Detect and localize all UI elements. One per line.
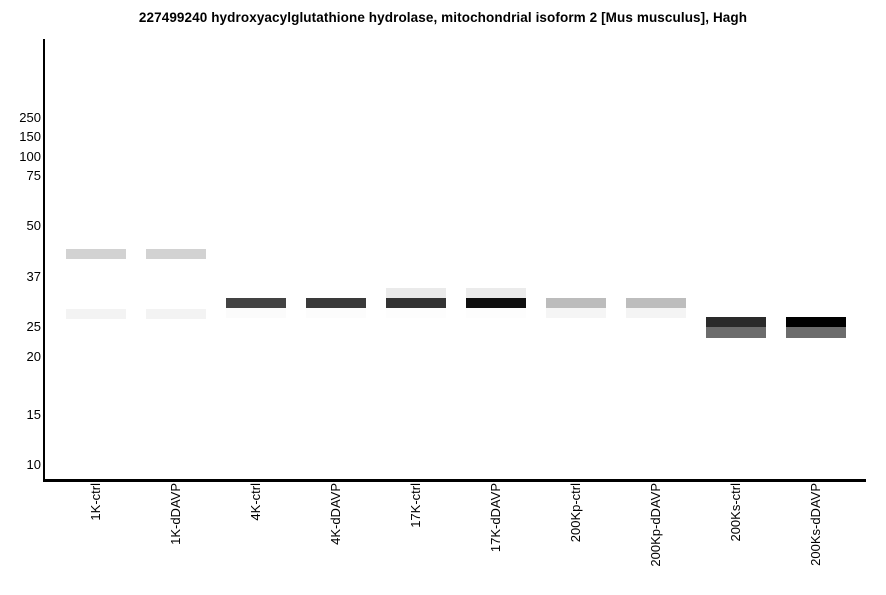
lane-label: 200Ks-ctrl xyxy=(728,483,743,542)
gel-band xyxy=(466,298,526,308)
gel-band xyxy=(466,288,526,298)
lane-label: 200Ks-dDAVP xyxy=(808,483,823,566)
lane-label: 4K-dDAVP xyxy=(328,483,343,545)
y-axis-tick-label: 75 xyxy=(26,168,41,183)
gel-band xyxy=(626,308,686,318)
y-axis-tick-label: 15 xyxy=(26,407,41,422)
y-axis-tick-label: 20 xyxy=(26,349,41,364)
gel-band xyxy=(706,327,766,338)
gel-band xyxy=(386,288,446,298)
gel-band xyxy=(386,308,446,318)
gel-band xyxy=(786,327,846,338)
figure-title: 227499240 hydroxyacylglutathione hydrola… xyxy=(138,10,748,25)
y-axis-tick-label: 250 xyxy=(19,110,41,125)
gel-band xyxy=(626,298,686,308)
gel-band xyxy=(706,317,766,327)
lane-label: 1K-ctrl xyxy=(88,483,103,521)
y-axis-line xyxy=(43,39,45,481)
gel-band xyxy=(226,308,286,318)
y-axis-tick-label: 25 xyxy=(26,319,41,334)
y-axis-tick-label: 150 xyxy=(19,129,41,144)
lane-label: 200Kp-ctrl xyxy=(568,483,583,543)
lane-label: 200Kp-dDAVP xyxy=(648,483,663,567)
gel-band xyxy=(466,308,526,318)
y-axis-tick-label: 10 xyxy=(26,457,41,472)
gel-band xyxy=(306,298,366,308)
gel-band xyxy=(546,308,606,318)
y-axis-tick-label: 50 xyxy=(26,218,41,233)
lane-label: 4K-ctrl xyxy=(248,483,263,521)
gel-band xyxy=(546,298,606,308)
gel-band xyxy=(146,249,206,259)
lane-label: 17K-ctrl xyxy=(408,483,423,528)
gel-band xyxy=(306,308,366,318)
gel-band xyxy=(386,298,446,308)
gel-band xyxy=(226,298,286,308)
lane-label: 17K-dDAVP xyxy=(488,483,503,553)
gel-band xyxy=(146,309,206,319)
gel-band xyxy=(66,249,126,259)
y-axis-tick-label: 100 xyxy=(19,149,41,164)
gel-band xyxy=(786,317,846,327)
lane-label: 1K-dDAVP xyxy=(168,483,183,545)
y-axis-tick-label: 37 xyxy=(26,269,41,284)
gel-band xyxy=(66,309,126,319)
x-axis-line xyxy=(43,479,866,482)
